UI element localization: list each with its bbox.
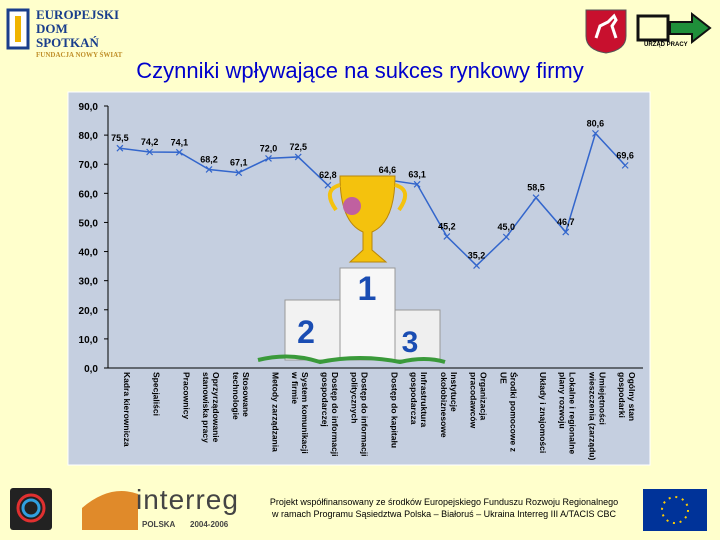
y-tick-label: 90,0 <box>79 102 99 113</box>
logo-icon <box>6 8 30 50</box>
data-label: 62,8 <box>319 170 337 180</box>
logo-interreg: interreg POLSKA 2004-2006 <box>80 484 240 532</box>
y-tick-label: 70,0 <box>79 160 99 171</box>
data-point <box>324 181 332 189</box>
logo-left: EUROPEJSKI DOM SPOTKAŃ FUNDACJA NOWY ŚWI… <box>6 6 126 59</box>
data-point <box>294 153 302 161</box>
y-tick-label: 10,0 <box>79 335 99 346</box>
data-point <box>265 154 272 162</box>
eu-flag <box>643 489 707 531</box>
interreg-country: POLSKA <box>142 520 176 529</box>
data-label: 45,2 <box>438 221 456 231</box>
x-tick-label: Organizacja pracodawców <box>468 372 489 429</box>
data-point <box>502 233 510 241</box>
y-tick-label: 30,0 <box>79 277 99 288</box>
logo-right-label: URZĄD PRACY <box>644 42 688 48</box>
interreg-swoosh <box>82 491 138 530</box>
svg-text:1: 1 <box>358 270 377 308</box>
data-point <box>473 262 480 269</box>
x-tick-label: Dostęp do informacji gospodarczej <box>319 372 340 457</box>
x-tick-label: Infrastruktura gospodarcza <box>409 372 430 428</box>
x-tick-label: System komunikacji w firmie <box>290 372 311 454</box>
x-tick-label: Ogólny stan gospodarki <box>617 372 638 422</box>
data-point <box>592 129 599 137</box>
x-tick-label: Oprzyrządowanie stanowiska pracy <box>201 372 222 443</box>
data-point <box>413 180 421 188</box>
trophy: 1 2 3 <box>257 175 446 365</box>
data-label: 72,0 <box>260 143 278 153</box>
x-tick-label: Dostęp do kapitału <box>389 372 400 449</box>
logo-bug-icon <box>16 493 46 523</box>
data-point <box>175 148 183 156</box>
y-tick-label: 50,0 <box>79 218 99 229</box>
data-point <box>562 228 570 236</box>
data-label: 80,6 <box>587 118 605 128</box>
x-tick-label: Metody zarządzania <box>270 372 281 452</box>
x-tick-label: Środki pomocowe z UE <box>498 372 519 452</box>
interreg-text: interreg <box>136 484 239 515</box>
data-label: 75,5 <box>111 133 129 143</box>
data-point <box>116 144 124 152</box>
logo-bug <box>10 488 52 530</box>
chart-title: Czynniki wpływające na sukces rynkowy fi… <box>136 58 584 83</box>
logo-line: EUROPEJSKI <box>36 7 120 22</box>
logo-right-icon <box>636 11 712 45</box>
y-tick-label: 20,0 <box>79 306 99 317</box>
coat-of-arms <box>585 9 627 54</box>
data-label: 74,1 <box>171 137 189 147</box>
y-tick-label: 80,0 <box>79 131 99 142</box>
logo-line: DOM SPOTKAŃ <box>36 21 99 50</box>
x-tick-label: Instytucje okołobiznesowe <box>438 372 459 438</box>
x-tick-label: Pracownicy <box>181 372 192 420</box>
interreg-years: 2004-2006 <box>190 520 229 529</box>
x-tick-label: Dostęp do informacji politycznych <box>349 372 370 457</box>
data-label: 63,1 <box>408 169 426 179</box>
data-point <box>532 194 540 202</box>
data-label: 58,5 <box>527 183 545 193</box>
x-tick-label: Umiejętności wieszczenia (zarządu) <box>587 372 608 461</box>
data-point <box>205 166 213 173</box>
x-tick-label: Układy i znajomości <box>538 372 548 454</box>
svg-text:2: 2 <box>297 314 315 350</box>
x-tick-label: Specjaliści <box>151 372 162 416</box>
x-tick-label: Stosowane technologie <box>230 372 251 420</box>
x-tick-label: Kadra kierownicza <box>121 372 132 447</box>
data-label: 45,0 <box>498 222 516 232</box>
data-label: 74,2 <box>141 137 159 147</box>
footer-note: Projekt współfinansowany ze środków Euro… <box>269 497 619 519</box>
y-tick-label: 40,0 <box>79 248 99 259</box>
svg-text:3: 3 <box>402 326 419 359</box>
logo-line: FUNDACJA NOWY ŚWIAT <box>36 51 123 59</box>
data-point <box>621 161 629 169</box>
data-label: 67,1 <box>230 158 248 168</box>
data-label: 69,6 <box>616 150 634 160</box>
y-tick-label: 60,0 <box>79 189 99 200</box>
data-label: 64,6 <box>379 165 397 175</box>
data-label: 72,5 <box>289 142 307 152</box>
data-point <box>146 148 154 156</box>
data-point <box>443 232 451 240</box>
logo-text: EUROPEJSKI DOM SPOTKAŃ FUNDACJA NOWY ŚWI… <box>36 8 126 60</box>
data-label: 46,7 <box>557 217 575 227</box>
data-label: 68,2 <box>200 154 218 164</box>
data-label: 35,2 <box>468 251 486 261</box>
x-tick-label: Lokalne i regionalne plany rozwoju <box>557 372 578 455</box>
y-tick-label: 0,0 <box>84 364 98 375</box>
logo-right: URZĄD PRACY <box>636 10 712 52</box>
data-point <box>235 169 243 177</box>
